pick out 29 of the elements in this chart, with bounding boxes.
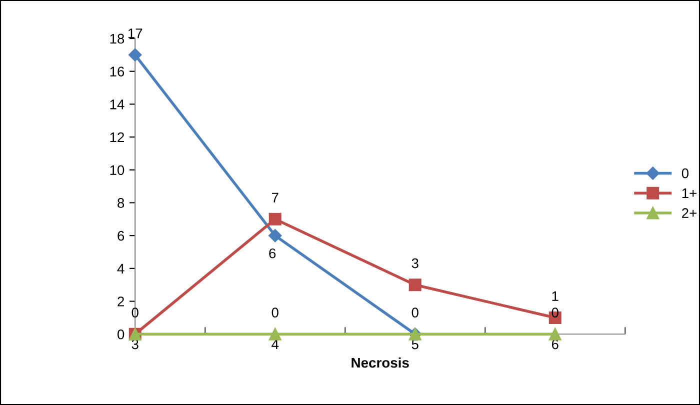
data-label: 0: [272, 308, 278, 318]
data-label: 0: [412, 308, 418, 318]
x-tick-label: 4: [272, 339, 279, 350]
legend-label: 2+: [682, 208, 696, 218]
y-tick-label: 2: [118, 296, 124, 306]
y-tick-label: 8: [118, 198, 124, 208]
legend-label: 0: [682, 168, 689, 178]
y-tick-label: 10: [110, 165, 124, 176]
y-tick-label: 18: [110, 34, 124, 44]
legend-label: 1+: [682, 188, 696, 198]
data-label: 17: [128, 28, 142, 38]
y-tick-label: 14: [110, 100, 124, 110]
data-label: 0: [132, 308, 138, 318]
point: [268, 228, 282, 242]
point: [268, 328, 282, 340]
x-axis-title: Necrosis: [352, 357, 409, 368]
point: [128, 48, 142, 62]
point: [268, 212, 282, 226]
y-tick-label: 0: [118, 329, 124, 340]
y-tick-label: 6: [118, 230, 124, 241]
data-label: 1: [552, 291, 558, 301]
y-tick-label: 4: [117, 264, 124, 274]
data-label: 6: [269, 248, 276, 258]
data-label: 7: [272, 192, 278, 202]
y-tick-label: 12: [110, 132, 124, 142]
point: [408, 278, 422, 292]
data-label: 3: [412, 258, 418, 268]
y-tick-label: 16: [110, 66, 124, 76]
point: [548, 328, 562, 340]
